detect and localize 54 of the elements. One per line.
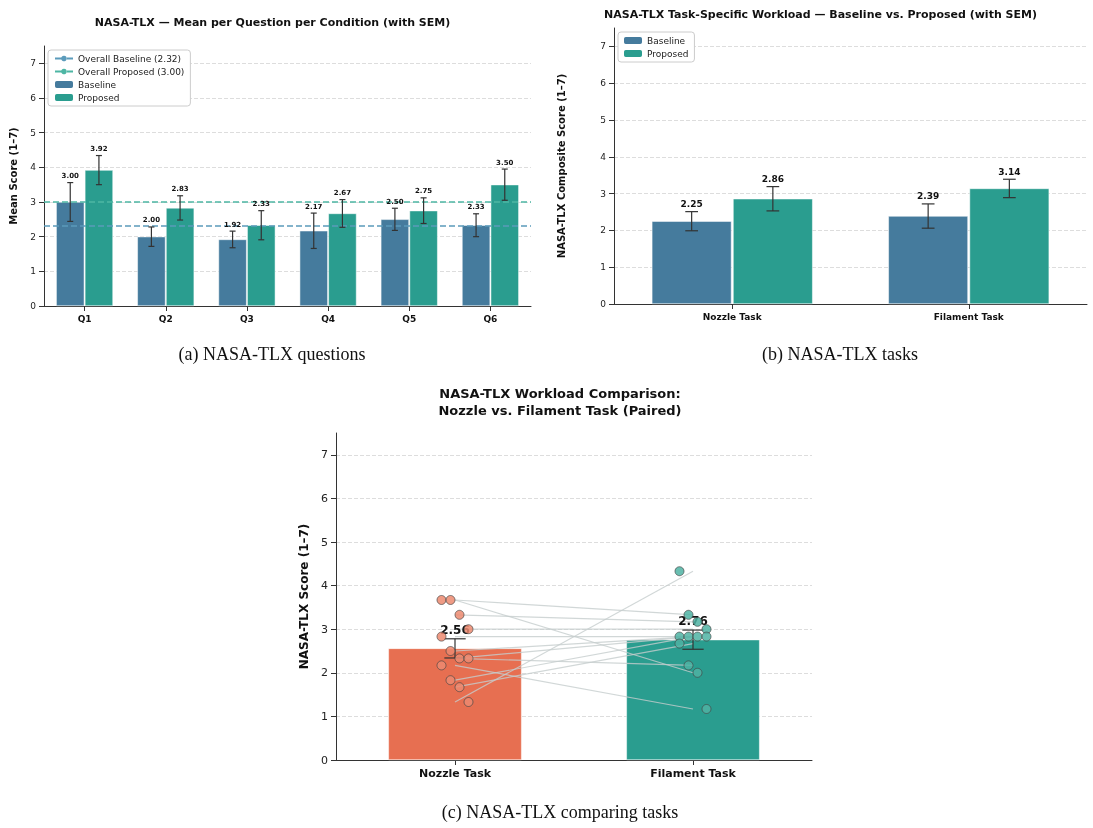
x-tick-label: Q4 (321, 313, 336, 324)
y-axis-title: NASA-TLX Composite Score (1–7) (555, 73, 567, 259)
chart-title: NASA-TLX Workload Comparison: Nozzle vs. Filament Task (Paired) (438, 385, 682, 418)
chart-title: NASA-TLX Task-Specific Workload — Baseline vs. Proposed (with SEM) (604, 7, 1037, 21)
y-tick-label: 1 (30, 266, 36, 277)
legend-label: Overall Baseline (2.32) (78, 53, 182, 64)
y-tick-label: 3 (321, 622, 328, 636)
y-tick-label: 7 (30, 58, 36, 69)
y-tick-label: 4 (321, 579, 328, 593)
y-tick-label: 4 (30, 162, 37, 173)
y-tick-label: 6 (600, 78, 607, 89)
x-tick-label: Q3 (239, 313, 254, 324)
legend-label: Baseline (78, 79, 117, 90)
y-tick-label: 0 (30, 301, 37, 311)
y-tick-label: 0 (600, 299, 607, 309)
x-tick-label: Q1 (77, 313, 92, 324)
data-label: 2.25 (680, 199, 703, 210)
y-axis-title: NASA-TLX Score (1–7) (297, 523, 311, 670)
text: (b) NASA-TLX tasks (761, 344, 919, 365)
x-tick-label: Filament Task (933, 311, 1005, 322)
y-tick-label: 1 (321, 709, 328, 723)
y-tick-label: 2 (321, 666, 328, 680)
x-tick-label: Nozzle Task (419, 767, 492, 780)
y-tick-label: 4 (600, 151, 607, 162)
y-tick-label: 2 (600, 225, 606, 236)
x-tick-label: Q5 (402, 313, 417, 324)
legend-label: Proposed (78, 92, 120, 103)
data-label: 2.86 (761, 174, 784, 185)
x-tick-label: Q6 (483, 313, 498, 324)
y-axis-title: Mean Score (1–7) (7, 127, 19, 225)
y-tick-label: 6 (321, 491, 328, 505)
legend-label: Overall Proposed (3.00) (78, 66, 185, 77)
y-tick-label: 5 (30, 127, 36, 138)
y-tick-label: 3 (30, 197, 36, 207)
data-label: 2.56 (440, 622, 470, 637)
y-tick-label: 7 (321, 448, 328, 462)
x-tick-label: Filament Task (650, 767, 737, 780)
y-tick-label: 6 (30, 93, 37, 103)
text: (a) NASA-TLX questions (177, 344, 367, 365)
chart-title: NASA-TLX — Mean per Question per Condition (with SEM) (94, 15, 451, 29)
x-tick-label: Nozzle Task (702, 311, 763, 322)
data-label: 3.14 (998, 166, 1021, 177)
y-tick-label: 1 (600, 262, 606, 273)
y-tick-label: 2 (30, 231, 36, 242)
text: (c) NASA-TLX comparing tasks (440, 802, 680, 823)
y-tick-label: 5 (321, 535, 328, 549)
legend-label: Proposed (647, 48, 689, 59)
data-label: 2.39 (917, 191, 940, 202)
x-tick-label: Q2 (158, 313, 173, 324)
y-tick-label: 0 (321, 753, 328, 767)
y-tick-label: 7 (600, 41, 606, 52)
y-tick-label: 5 (600, 115, 606, 125)
y-tick-label: 3 (600, 188, 606, 199)
legend-label: Baseline (647, 35, 686, 46)
